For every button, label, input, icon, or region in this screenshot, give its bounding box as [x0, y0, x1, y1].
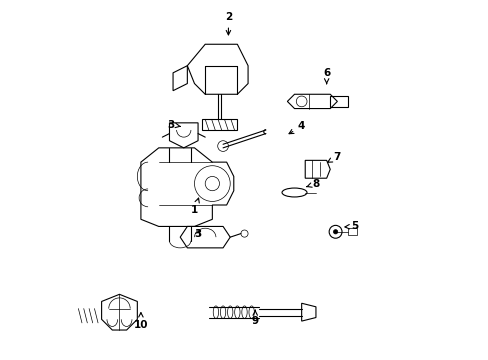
Text: 5: 5 [344, 221, 358, 231]
Text: 6: 6 [323, 68, 329, 84]
Text: 8: 8 [306, 179, 319, 189]
Text: 4: 4 [288, 121, 305, 134]
Text: 10: 10 [133, 312, 148, 330]
Text: 1: 1 [190, 198, 199, 215]
Text: 9: 9 [251, 310, 258, 326]
Text: 7: 7 [327, 152, 340, 162]
Text: 3: 3 [194, 229, 201, 239]
Text: 2: 2 [224, 13, 232, 35]
Bar [329, 96, 347, 107]
Circle shape [333, 230, 337, 234]
Text: 3: 3 [167, 120, 180, 130]
